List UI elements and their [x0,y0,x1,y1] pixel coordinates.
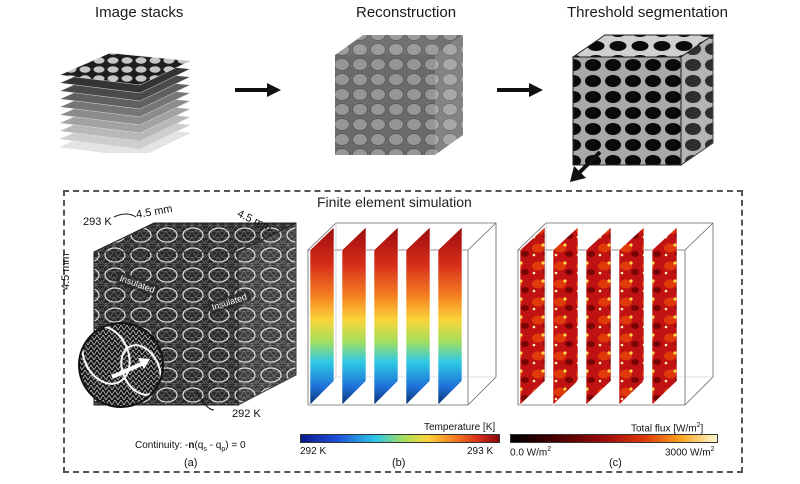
temperature-slice [405,226,431,406]
continuity-end: ) = 0 [225,440,246,451]
continuity-prefix: Continuity: - [135,440,189,451]
temp-bottom-label: 292 K [232,408,261,420]
segmented-cube [571,34,715,166]
flux-min-label: 0.0 W/m2 [510,446,551,458]
mesh-cube-figure [78,213,297,411]
flux-slice [651,226,678,406]
temp-colorbar [300,434,500,443]
arrow-right-icon [497,83,543,97]
continuity-normal: n [188,440,195,451]
fem-dashed-box [63,190,743,473]
reconstruction-cube [335,35,463,155]
flux-max-sup: 2 [710,446,715,453]
temperature-slice [437,226,463,406]
arrow-right-icon [235,83,281,97]
flux-colorbar [510,434,718,443]
flux-max-text: 3000 W/m [665,447,711,459]
arrow-down-left-icon [570,150,602,182]
temp-max-label: 293 K [467,446,494,457]
flux-colorbar-title-text: Total flux [W/m [631,423,697,435]
flux-min-sup: 2 [547,446,552,453]
flux-slices-figure [517,222,714,406]
temperature-slices-figure [307,222,497,406]
fem-title: Finite element simulation [317,194,472,210]
flux-max-label: 3000 W/m2 [665,446,714,458]
continuity-sub-p: p [221,446,226,453]
flux-min-text: 0.0 W/m [510,447,548,459]
image-stacks-figure [59,52,191,153]
temperature-slice [373,226,399,406]
flux-slice [618,226,645,406]
temperature-slice [309,226,335,406]
continuity-q: (q [194,440,204,451]
stack-layer-cells [60,53,190,85]
panel-b-label: (b) [392,457,406,469]
temp-min-label: 292 K [300,446,327,457]
dim-left-label: 4.5 mm [60,253,72,290]
temp-colorbar-title: Temperature [K] [424,422,496,433]
flux-colorbar-title: Total flux [W/m2] [631,422,703,434]
stage-title-image-stacks: Image stacks [95,4,184,21]
panel-c-label: (c) [609,457,622,469]
temperature-slice [341,226,367,406]
temp-top-label: 293 K [83,216,112,228]
continuity-minus: - q [206,440,222,451]
stage-title-reconstruction: Reconstruction [356,4,457,21]
flux-colorbar-title-end: ] [700,423,704,435]
panel-a-label: (a) [184,457,198,469]
flux-slice [585,226,612,406]
flux-slice [552,226,579,406]
continuity-sub-s: s [203,446,207,453]
stage-title-threshold-segmentation: Threshold segmentation [567,4,728,21]
double-arrow-icon [111,358,150,379]
continuity-equation: Continuity: -n(qs - qp) = 0 [135,440,246,453]
flux-slice [519,226,546,406]
flux-colorbar-title-sup: 2 [696,422,701,429]
